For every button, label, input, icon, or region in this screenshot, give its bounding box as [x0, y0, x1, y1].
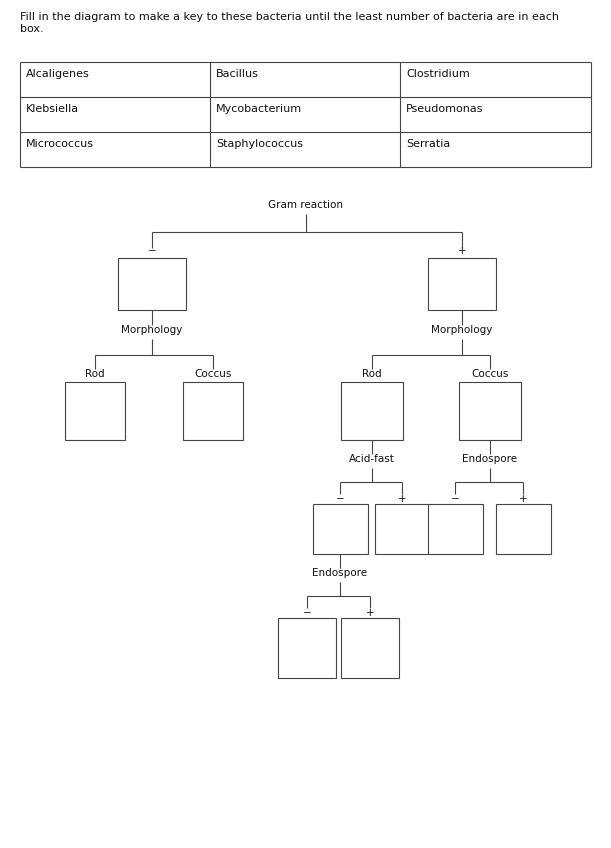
- Text: −: −: [335, 494, 345, 504]
- Text: +: +: [458, 246, 466, 256]
- Bar: [278, 618, 336, 678]
- Text: −: −: [302, 608, 312, 618]
- Text: Rod: Rod: [85, 369, 105, 379]
- Bar: [312, 504, 367, 554]
- Text: Morphology: Morphology: [431, 325, 492, 335]
- Text: Endospore: Endospore: [312, 568, 368, 578]
- Bar: [496, 504, 551, 554]
- Text: Morphology: Morphology: [122, 325, 183, 335]
- Bar: [428, 258, 496, 310]
- Text: +: +: [519, 494, 527, 504]
- Text: Mycobacterium: Mycobacterium: [216, 104, 302, 114]
- Bar: [459, 382, 521, 440]
- Text: Klebsiella: Klebsiella: [26, 104, 79, 114]
- Bar: [375, 504, 430, 554]
- Text: Alcaligenes: Alcaligenes: [26, 69, 90, 79]
- Text: Coccus: Coccus: [194, 369, 232, 379]
- Text: −: −: [148, 246, 156, 256]
- Text: Bacillus: Bacillus: [216, 69, 259, 79]
- Text: Pseudomonas: Pseudomonas: [406, 104, 483, 114]
- Text: Clostridium: Clostridium: [406, 69, 470, 79]
- Text: Micrococcus: Micrococcus: [26, 139, 94, 149]
- Bar: [65, 382, 125, 440]
- Text: Staphylococcus: Staphylococcus: [216, 139, 303, 149]
- Bar: [341, 382, 403, 440]
- Bar: [118, 258, 186, 310]
- Text: Coccus: Coccus: [471, 369, 509, 379]
- Text: +: +: [398, 494, 406, 504]
- Text: Rod: Rod: [362, 369, 382, 379]
- Text: Acid-fast: Acid-fast: [349, 454, 395, 464]
- Bar: [428, 504, 483, 554]
- Bar: [341, 618, 399, 678]
- Text: Endospore: Endospore: [463, 454, 518, 464]
- Text: Serratia: Serratia: [406, 139, 450, 149]
- Text: −: −: [451, 494, 459, 504]
- Text: +: +: [366, 608, 375, 618]
- Text: Gram reaction: Gram reaction: [268, 200, 343, 210]
- Text: Fill in the diagram to make a key to these bacteria until the least number of ba: Fill in the diagram to make a key to the…: [20, 12, 559, 34]
- Bar: [183, 382, 243, 440]
